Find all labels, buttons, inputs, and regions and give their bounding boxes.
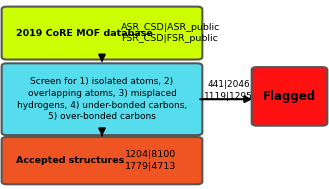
Text: Screen for 1) isolated atoms, 2)
overlapping atoms, 3) misplaced
hydrogens, 4) u: Screen for 1) isolated atoms, 2) overlap… — [17, 77, 187, 121]
FancyBboxPatch shape — [2, 7, 202, 60]
FancyBboxPatch shape — [252, 67, 327, 126]
Text: 2019 CoRE MOF database: 2019 CoRE MOF database — [16, 29, 153, 38]
Text: 1204|8100
1779|4713: 1204|8100 1779|4713 — [125, 150, 176, 171]
Text: ASR_CSD|ASR_public
FSR_CSD|FSR_public: ASR_CSD|ASR_public FSR_CSD|FSR_public — [121, 23, 220, 43]
FancyBboxPatch shape — [2, 137, 202, 184]
Text: 441|2046
1119|1295: 441|2046 1119|1295 — [204, 80, 253, 101]
FancyBboxPatch shape — [2, 63, 202, 135]
Text: Accepted structures: Accepted structures — [16, 156, 125, 165]
Text: Flagged: Flagged — [263, 90, 316, 103]
